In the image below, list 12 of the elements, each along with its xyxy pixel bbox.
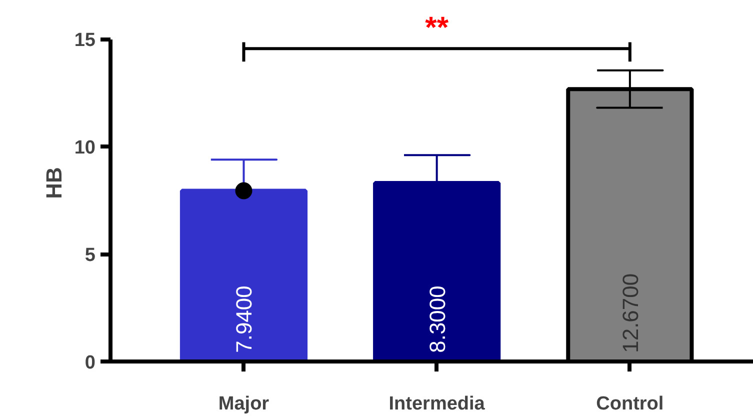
y-tick-label: 0 <box>84 352 96 374</box>
data-label: 7.9400 <box>232 286 257 353</box>
y-axis-title: HB <box>41 167 66 199</box>
x-tick-label: Control <box>596 394 664 414</box>
y-tick-label: 10 <box>74 138 96 159</box>
y-tick-label: 15 <box>74 30 96 52</box>
x-tick-label: Intermedia <box>388 394 486 414</box>
data-label: 8.3000 <box>424 286 450 353</box>
y-tick-label: 5 <box>84 245 96 266</box>
x-tick-label: Major <box>218 394 270 414</box>
annotation: ** <box>425 11 449 44</box>
data-label: 12.6700 <box>618 273 643 353</box>
